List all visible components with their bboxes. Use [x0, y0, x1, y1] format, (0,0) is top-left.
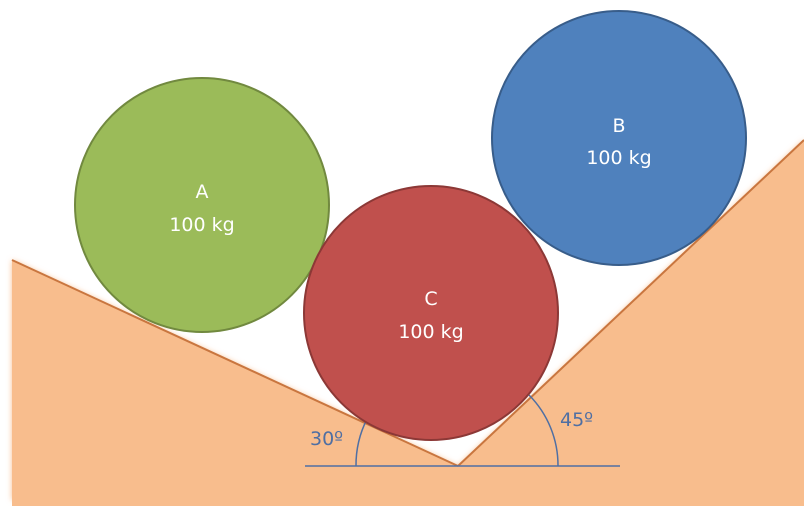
right-incline-edge	[457, 139, 804, 467]
ball-c-circle	[303, 185, 559, 441]
ball-a-circle	[74, 77, 330, 333]
ball-c: C 100 kg	[303, 185, 559, 441]
ball-c-mass: 100 kg	[398, 321, 463, 343]
ball-c-name: C	[424, 288, 437, 310]
angle-label-left: 30º	[310, 428, 343, 450]
ball-b-mass: 100 kg	[586, 147, 651, 169]
ball-a-name: A	[196, 181, 209, 203]
angle-label-right: 45º	[560, 409, 593, 431]
ball-a-mass: 100 kg	[169, 214, 234, 236]
angle-arc-45	[528, 394, 559, 467]
ball-b-circle	[491, 10, 747, 266]
ground-shape	[12, 140, 804, 506]
ball-a: A 100 kg	[74, 77, 330, 333]
ball-b: B 100 kg	[491, 10, 747, 266]
ball-b-name: B	[612, 115, 625, 137]
